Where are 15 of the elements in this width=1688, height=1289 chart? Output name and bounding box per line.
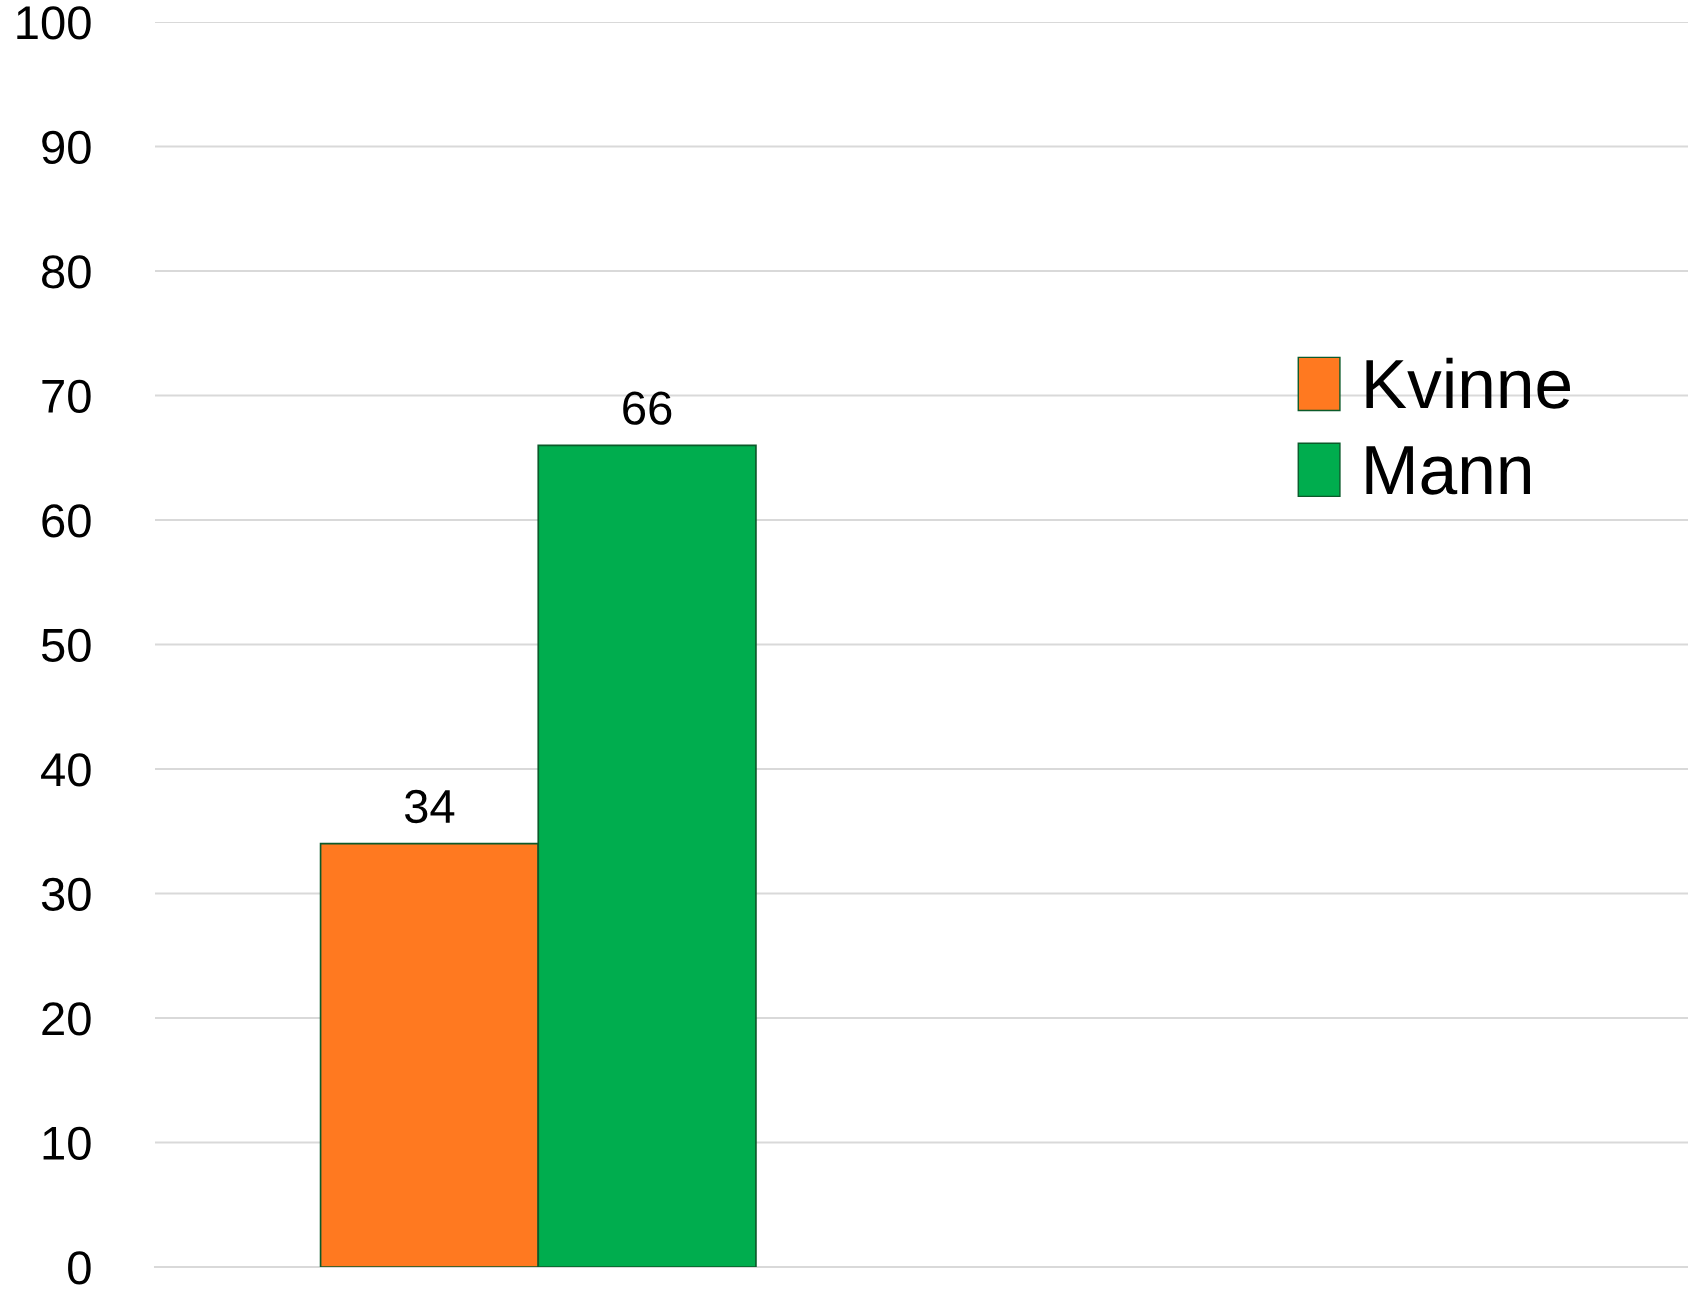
y-tick-label: 60 bbox=[42, 504, 91, 538]
y-tick-label: 50 bbox=[41, 628, 91, 663]
y-tick-label: 70 bbox=[42, 379, 91, 414]
y-tick-label: 10 bbox=[43, 1126, 91, 1161]
data-label: 34 bbox=[404, 789, 455, 824]
legend-label: Kvinne bbox=[1366, 357, 1571, 409]
legend-label: Mann bbox=[1366, 446, 1530, 495]
y-tick-label: 80 bbox=[42, 255, 91, 289]
data-label: 66 bbox=[623, 391, 672, 425]
y-tick-label: 0 bbox=[68, 1251, 91, 1285]
y-tick-label: 40 bbox=[41, 753, 91, 787]
y-tick-label: 90 bbox=[42, 130, 91, 165]
y-tick-label: 30 bbox=[41, 877, 91, 912]
y-tick-label: 100 bbox=[17, 6, 91, 40]
y-tick-label: 20 bbox=[42, 1002, 91, 1036]
